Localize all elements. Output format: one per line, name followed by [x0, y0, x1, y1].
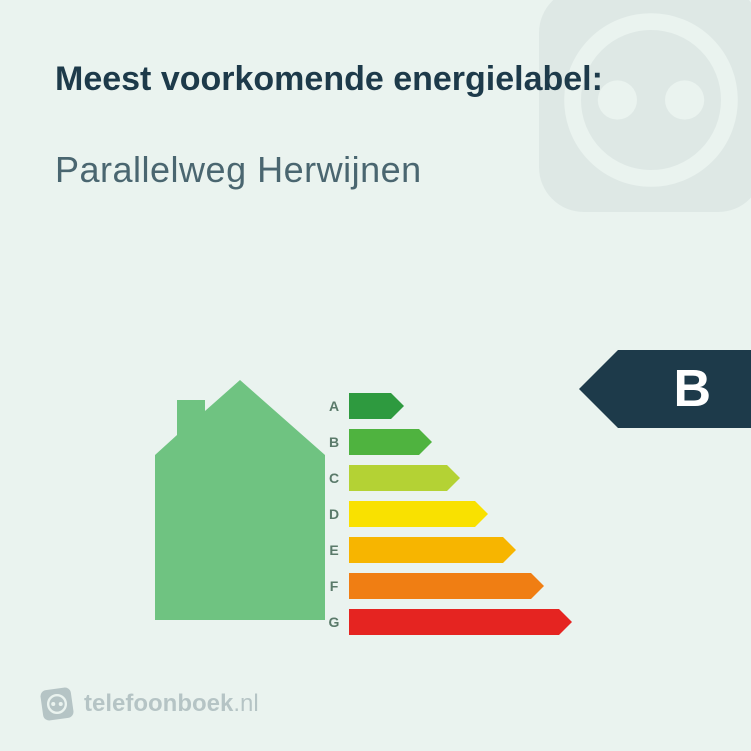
bar-label: E	[325, 542, 343, 558]
footer-brand-bold: telefoonboek	[84, 690, 233, 717]
bar-label: F	[325, 578, 343, 594]
bar-fill	[349, 501, 475, 527]
energy-bar-b: B	[325, 426, 559, 458]
bar-fill	[349, 429, 419, 455]
page-title: Meest voorkomende energielabel:	[55, 60, 696, 99]
footer: telefoonboek.nl	[40, 687, 259, 721]
energy-bar-c: C	[325, 462, 559, 494]
footer-brand: telefoonboek.nl	[84, 690, 259, 718]
energy-bar-d: D	[325, 498, 559, 530]
bar-fill	[349, 537, 503, 563]
energy-bar-f: F	[325, 570, 559, 602]
footer-logo-icon	[40, 687, 74, 721]
bar-label: B	[325, 434, 343, 450]
bar-label: C	[325, 470, 343, 486]
bar-label: G	[325, 614, 343, 630]
content-container: Meest voorkomende energielabel: Parallel…	[0, 0, 751, 191]
bar-fill	[349, 609, 559, 635]
main-label-letter: B	[673, 359, 711, 419]
energy-bar-g: G	[325, 606, 559, 638]
main-energy-label: B	[618, 350, 751, 428]
bar-label: A	[325, 398, 343, 414]
bar-fill	[349, 573, 531, 599]
house-icon	[155, 380, 325, 625]
bar-fill	[349, 465, 447, 491]
footer-brand-thin: .nl	[233, 690, 258, 717]
bar-fill	[349, 393, 391, 419]
energy-bar-a: A	[325, 390, 559, 422]
bar-label: D	[325, 506, 343, 522]
energy-bars: A B C D E F G	[325, 390, 559, 642]
energy-bar-e: E	[325, 534, 559, 566]
page-subtitle: Parallelweg Herwijnen	[55, 149, 696, 191]
